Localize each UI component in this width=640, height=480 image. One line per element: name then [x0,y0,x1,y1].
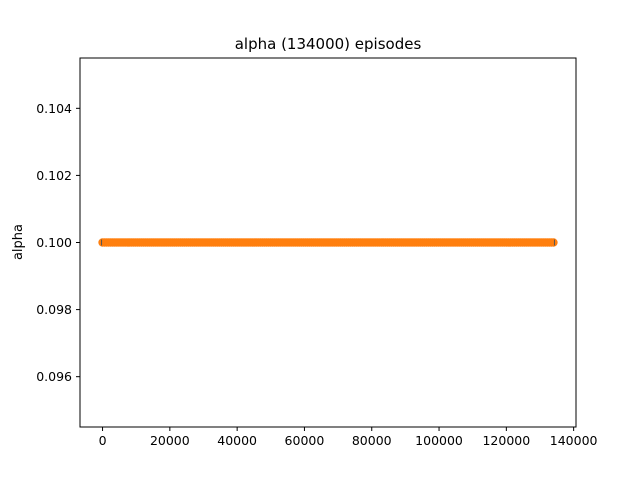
x-tick-label: 60000 [285,433,325,448]
series-layer [98,238,558,247]
y-tick-label: 0.100 [36,235,72,250]
x-tick-label: 100000 [415,433,463,448]
x-tick-label: 0 [99,433,107,448]
y-axis-label: alpha [11,224,26,260]
x-tick-label: 80000 [352,433,392,448]
y-axis: 0.096 0.098 0.100 0.102 0.104 [36,101,80,384]
x-tick-label: 120000 [482,433,530,448]
y-tick-label: 0.098 [36,302,72,317]
y-tick-label: 0.104 [36,101,72,116]
x-tick-label: 40000 [217,433,257,448]
y-tick-label: 0.102 [36,168,72,183]
chart-title: alpha (134000) episodes [235,35,422,53]
x-tick-label: 140000 [550,433,598,448]
x-tick-label: 20000 [150,433,190,448]
y-tick-label: 0.096 [36,369,72,384]
x-axis: 0 20000 40000 60000 80000 100000 120000 140000 [99,427,598,448]
series-marker [549,238,558,247]
